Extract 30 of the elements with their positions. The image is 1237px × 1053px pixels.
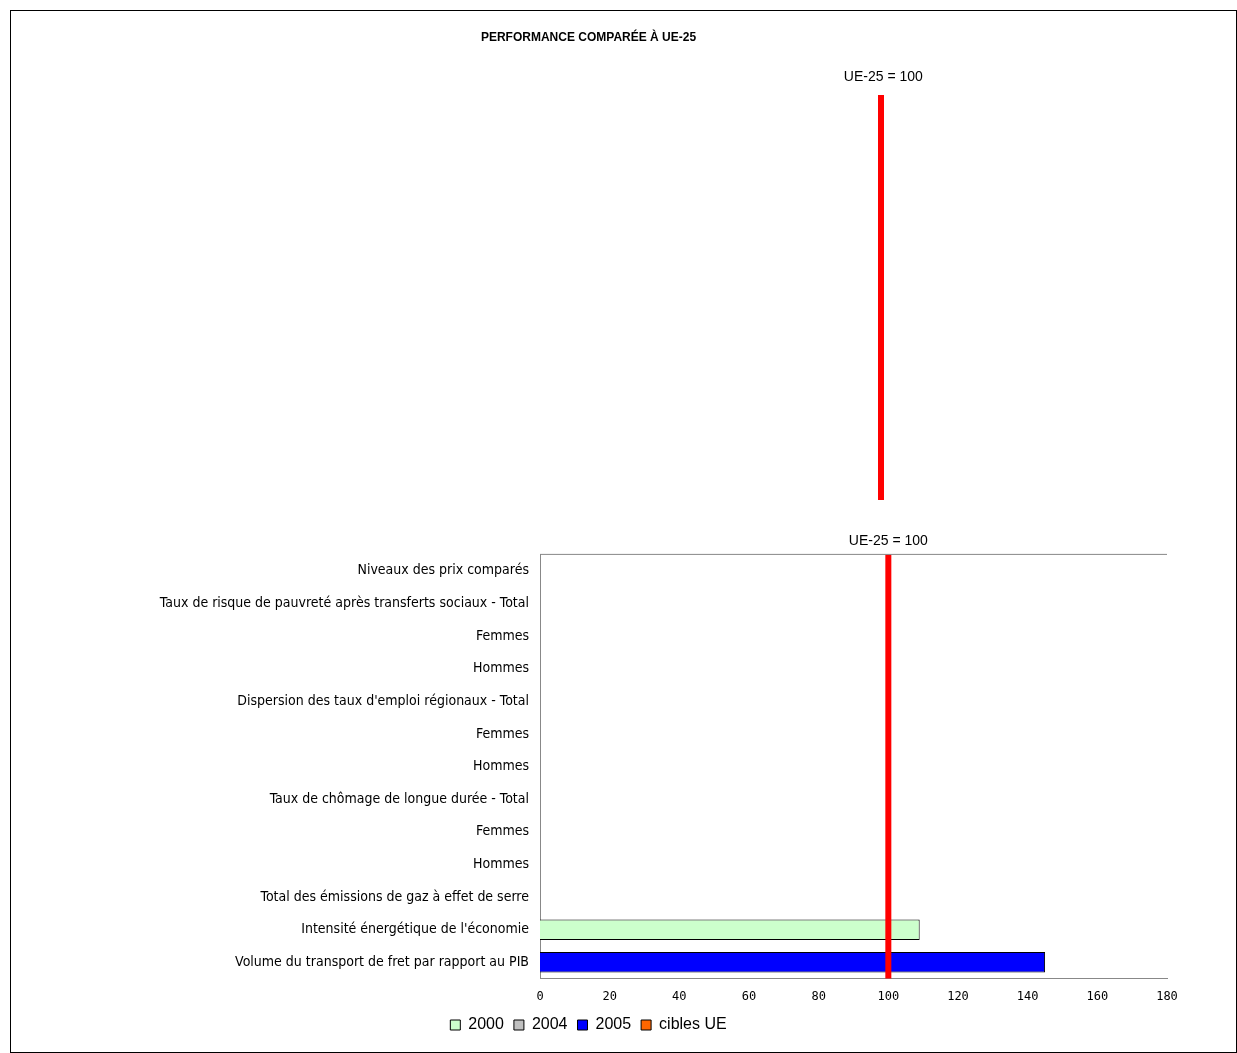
y-tick-label: Taux de risque de pauvreté après transferts sociaux - Total bbox=[158, 593, 529, 610]
x-tick-label: 20 bbox=[602, 988, 617, 1003]
y-tick-label: Intensité énergétique de l'économie bbox=[301, 920, 530, 937]
legend-label: cibles UE bbox=[659, 1015, 727, 1033]
text: UE-25 = 100 bbox=[843, 68, 923, 84]
x-tick-label: 40 bbox=[672, 988, 687, 1003]
x-tick-label: 180 bbox=[1156, 988, 1178, 1003]
x-tick-label: 0 bbox=[536, 988, 544, 1003]
x-tick-label: 120 bbox=[947, 988, 969, 1003]
y-tick-label: Hommes bbox=[472, 659, 529, 676]
ref-line-label: UE-25 = 100 bbox=[848, 532, 929, 549]
legend-label: 2000 bbox=[468, 1015, 505, 1033]
y-tick-label: Dispersion des taux d'emploi régionaux - Total bbox=[237, 691, 529, 708]
legend-label: 2005 bbox=[595, 1015, 632, 1033]
y-tick-label: Niveaux des prix comparés bbox=[357, 561, 529, 578]
y-tick-label: Total des émissions de gaz à effet de serre bbox=[259, 887, 530, 904]
x-tick-label: 60 bbox=[741, 988, 757, 1003]
x-tick-label: 160 bbox=[1086, 988, 1109, 1003]
x-tick-label: 140 bbox=[1016, 988, 1039, 1003]
x-tick-label: 100 bbox=[877, 988, 900, 1003]
chart-title: PERFORMANCE COMPARÉE À UE-25 bbox=[480, 28, 697, 44]
y-tick-label: Taux de chômage de longue durée - Total bbox=[268, 789, 529, 806]
x-tick-label: 80 bbox=[811, 988, 826, 1003]
legend-label: 2004 bbox=[531, 1015, 568, 1033]
y-tick-label: Hommes bbox=[472, 855, 529, 872]
y-tick-label: Femmes bbox=[475, 626, 529, 643]
y-tick-label: Femmes bbox=[475, 822, 529, 839]
y-tick-label: Hommes bbox=[472, 757, 529, 774]
y-tick-label: Femmes bbox=[475, 724, 529, 741]
y-tick-label: Volume du transport de fret par rapport au PIB bbox=[235, 952, 529, 969]
